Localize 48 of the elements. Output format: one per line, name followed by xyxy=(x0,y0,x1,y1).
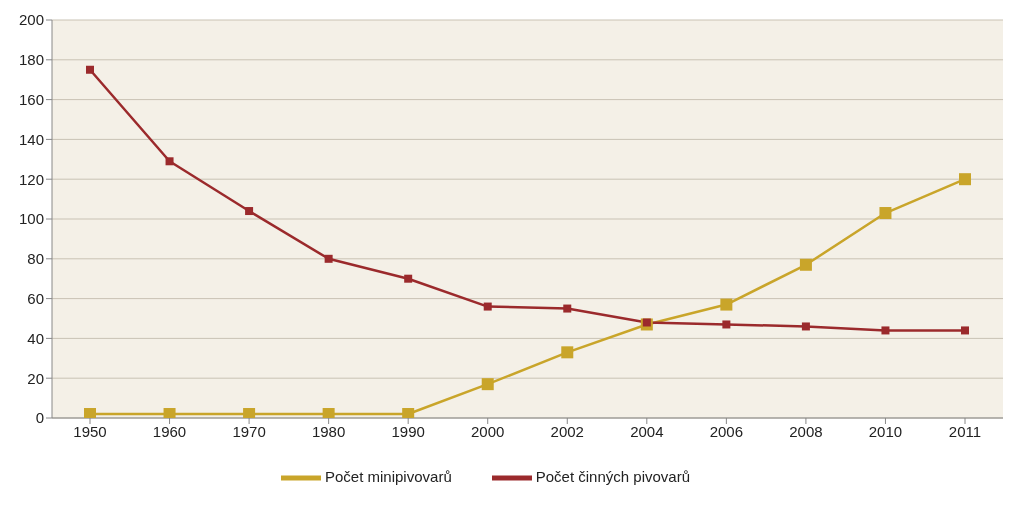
point xyxy=(84,408,96,418)
y-tick-label: 160 xyxy=(18,90,44,108)
point xyxy=(481,378,494,391)
x-tick-label: 2008 xyxy=(789,422,823,440)
point xyxy=(799,258,812,271)
y-tick-label: 60 xyxy=(27,289,44,307)
x-tick-label: 1980 xyxy=(311,422,346,440)
point xyxy=(961,326,969,335)
point xyxy=(563,304,572,313)
point xyxy=(402,408,415,418)
point xyxy=(483,302,492,311)
y-tick-label: 200 xyxy=(18,11,44,29)
x-tick-label: 2000 xyxy=(471,422,505,440)
point xyxy=(879,207,892,220)
x-tick-label: 1970 xyxy=(232,422,266,440)
point xyxy=(245,207,254,216)
x-tick-label: 2006 xyxy=(709,422,744,440)
point xyxy=(163,408,176,418)
point xyxy=(722,320,731,329)
y-tick-label: 20 xyxy=(27,369,44,387)
y-tick-label: 40 xyxy=(27,329,44,347)
point xyxy=(959,173,971,186)
point xyxy=(801,322,810,331)
point xyxy=(642,318,651,327)
legend-label: Počet minipivovarů xyxy=(325,467,452,485)
x-tick-label: 1990 xyxy=(391,422,425,440)
point xyxy=(324,254,333,263)
x-tick-label: 2002 xyxy=(550,422,584,440)
point xyxy=(86,65,94,74)
x-tick-label: 1950 xyxy=(73,422,107,440)
x-tick-label: 2011 xyxy=(948,422,982,440)
x-tick-label: 2010 xyxy=(868,422,903,440)
y-tick-label: 180 xyxy=(18,51,44,69)
point xyxy=(165,157,174,166)
point xyxy=(243,408,256,418)
x-tick-label: 1960 xyxy=(152,422,187,440)
x-tick-label: 2004 xyxy=(630,422,664,440)
point xyxy=(322,408,335,418)
point xyxy=(404,274,413,283)
point xyxy=(881,326,890,335)
y-tick-label: 80 xyxy=(27,250,44,268)
legend-label: Počet činných pivovarů xyxy=(535,467,690,485)
point xyxy=(720,298,733,311)
y-tick-label: 100 xyxy=(18,210,44,228)
y-tick-label: 0 xyxy=(35,409,44,427)
y-tick-label: 140 xyxy=(18,130,44,148)
y-tick-label: 120 xyxy=(18,170,44,188)
point xyxy=(561,346,574,359)
